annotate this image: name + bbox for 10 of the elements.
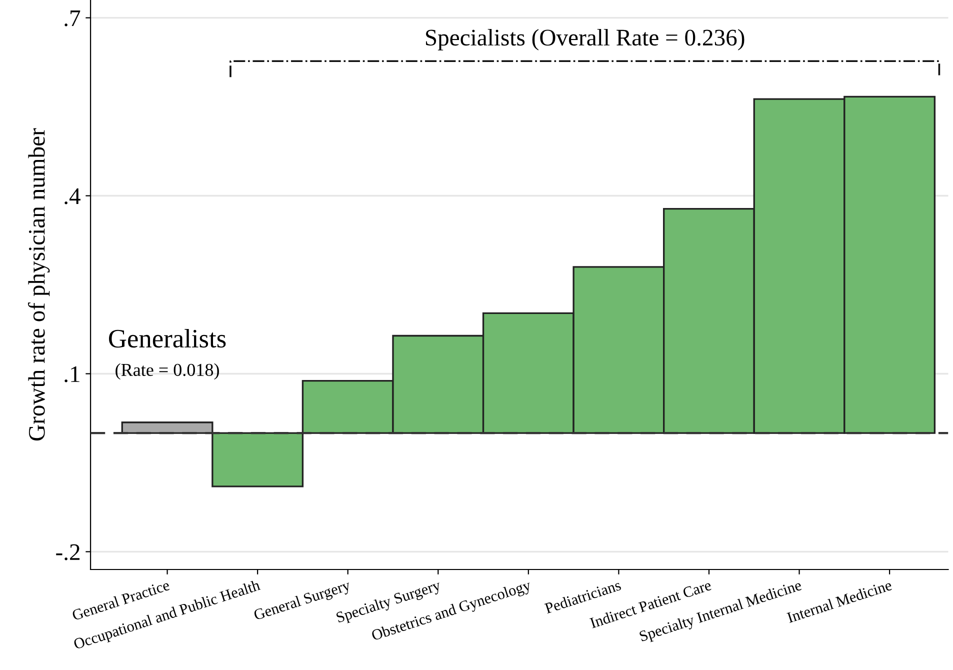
annotation: (Rate = 0.018) [116, 363, 219, 380]
y-tick-label: .1 [64, 366, 80, 382]
annotation: Specialists (Overall Rate = 0.236) [426, 29, 744, 50]
y-tick-label: .7 [64, 10, 80, 26]
annotation: Generalists [109, 329, 226, 348]
bar [212, 432, 304, 488]
y-tick-label: .4 [64, 188, 80, 204]
y-tick-label: -.2 [56, 544, 80, 560]
y-axis-title: Growth rate of physician number [28, 128, 50, 440]
bar [121, 422, 214, 434]
